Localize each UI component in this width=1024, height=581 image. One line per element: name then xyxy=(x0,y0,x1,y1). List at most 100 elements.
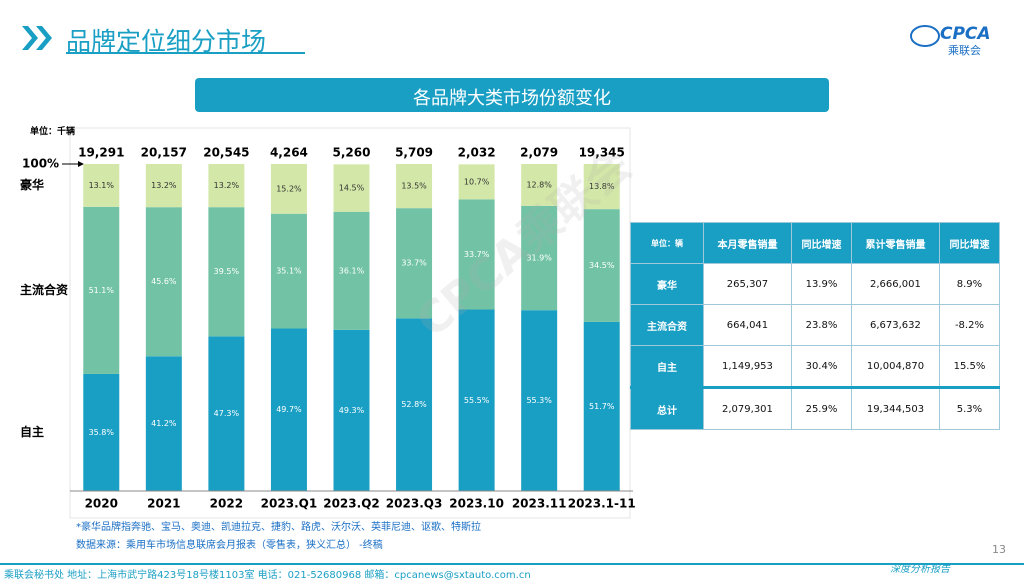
total-label: 20,157 xyxy=(141,146,187,160)
x-tick-label: 2023.Q1 xyxy=(261,497,318,511)
cell: 1,149,953 xyxy=(703,345,792,388)
total-label: 2,079 xyxy=(520,146,558,160)
cell: 13.9% xyxy=(790,263,852,305)
value-label: 13.1% xyxy=(89,181,115,190)
header-cell: 单位：辆 xyxy=(630,222,704,264)
value-label: 33.7% xyxy=(401,259,427,268)
value-label: 41.2% xyxy=(151,419,177,428)
logo-mark xyxy=(910,25,940,47)
y-tick-label: 100% xyxy=(22,157,59,171)
bar-segment xyxy=(83,206,120,374)
total-label: 20,545 xyxy=(203,146,249,160)
value-label: 13.8% xyxy=(589,182,615,191)
value-label: 55.3% xyxy=(526,396,552,405)
cell: 30.4% xyxy=(790,345,852,388)
value-label: 35.8% xyxy=(89,428,115,437)
bar-segment xyxy=(583,321,620,491)
legend-label: 主流合资 xyxy=(20,282,68,297)
bar-segment xyxy=(145,164,182,208)
chart-title-bar xyxy=(195,78,829,112)
bar-segment xyxy=(458,199,495,310)
cell: 5.3% xyxy=(938,386,1001,430)
value-label: 34.5% xyxy=(589,261,615,270)
bar-segment xyxy=(458,309,495,491)
bar-segment xyxy=(521,205,558,311)
bar-segment xyxy=(333,211,370,330)
value-label: 49.7% xyxy=(276,405,302,414)
cell: 19,344,503 xyxy=(850,386,940,430)
total-label: 4,264 xyxy=(270,146,308,160)
bar-segment xyxy=(270,328,307,491)
x-tick-label: 2023.11 xyxy=(512,497,567,511)
note: *豪华品牌指奔驰、宝马、奥迪、凯迪拉克、捷豹、路虎、沃尔沃、英菲尼迪、讴歌、特斯… xyxy=(76,522,481,533)
bar-segment xyxy=(208,164,245,208)
bar-segment xyxy=(396,164,433,209)
header-cell: 本月零售销量 xyxy=(703,222,792,264)
value-label: 47.3% xyxy=(214,409,240,418)
value-label: 36.1% xyxy=(339,266,365,275)
x-tick-label: 2023.Q3 xyxy=(386,497,443,511)
value-label: 31.9% xyxy=(526,254,552,263)
table-row: 单位：辆 本月零售销量 同比增速 累计零售销量 同比增速 xyxy=(630,222,1001,264)
cell: 豪华 xyxy=(630,263,704,305)
value-label: 51.7% xyxy=(589,402,615,411)
x-tick-label: 2020 xyxy=(85,497,118,511)
value-label: 33.7% xyxy=(464,250,490,259)
total-label: 5,709 xyxy=(395,146,433,160)
cell: 2,079,301 xyxy=(703,386,792,430)
x-tick-label: 2023.1-11 xyxy=(568,497,636,511)
header-cell: 同比增速 xyxy=(938,222,1001,264)
footer-report: 深度分析报告 xyxy=(890,564,950,575)
value-label: 13.2% xyxy=(151,181,177,190)
total-label: 19,291 xyxy=(78,146,124,160)
cell: 主流合资 xyxy=(630,304,704,346)
bar-segment xyxy=(583,164,620,210)
legend-label: 自主 xyxy=(20,424,44,439)
bar-segment xyxy=(145,207,182,357)
bar-segment xyxy=(396,318,433,491)
value-label: 15.2% xyxy=(276,184,302,193)
cell: 25.9% xyxy=(790,386,852,430)
value-label: 55.5% xyxy=(464,396,490,405)
bar-segment xyxy=(521,164,558,206)
unit-label: 单位：千辆 xyxy=(30,127,76,137)
sales-table: 单位：辆 本月零售销量 同比增速 累计零售销量 同比增速 豪华 265,307 13.9% 2,… xyxy=(630,222,1001,430)
value-label: 12.8% xyxy=(526,180,552,189)
cell: 总计 xyxy=(630,386,704,430)
header-cell: 同比增速 xyxy=(790,222,852,264)
cell: 8.9% xyxy=(938,263,1001,305)
value-label: 10.7% xyxy=(464,177,490,186)
logo: CPCA xyxy=(940,24,991,44)
cell: 265,307 xyxy=(703,263,792,305)
cell: 664,041 xyxy=(703,304,792,346)
cell: 6,673,632 xyxy=(850,304,940,346)
chart-title: 各品牌大类市场份额变化 xyxy=(413,88,611,109)
page-title: 品牌定位细分市场 xyxy=(66,27,267,56)
bar-segment xyxy=(83,373,120,491)
bar-segment xyxy=(396,208,433,319)
table-row: 自主 1,149,953 30.4% 10,004,870 15.5% xyxy=(630,345,1001,388)
value-label: 14.5% xyxy=(339,184,365,193)
total-label: 2,032 xyxy=(458,146,496,160)
cell: 自主 xyxy=(630,345,704,388)
cell: 23.8% xyxy=(790,304,852,346)
cell: 10,004,870 xyxy=(850,345,940,388)
logo-sub: 乘联会 xyxy=(948,44,981,57)
x-tick-label: 2022 xyxy=(210,497,243,511)
total-label: 5,260 xyxy=(333,146,371,160)
value-label: 51.1% xyxy=(89,286,115,295)
value-label: 52.8% xyxy=(401,400,427,409)
bar-segment xyxy=(83,164,120,207)
footer-contact: 乘联会秘书处 地址：上海市武宁路423号18号楼1103室 电话：021-526… xyxy=(4,570,531,581)
bar-segment xyxy=(270,213,307,329)
bar-segment xyxy=(583,209,620,322)
title-chevrons xyxy=(22,26,52,50)
arrow-head xyxy=(78,161,84,167)
table-row: 豪华 265,307 13.9% 2,666,001 8.9% xyxy=(630,263,1001,305)
bar-segment xyxy=(145,356,182,491)
value-label: 13.5% xyxy=(401,182,427,191)
bar-segment xyxy=(458,164,495,200)
bar-segment xyxy=(208,207,245,337)
x-tick-label: 2023.Q2 xyxy=(323,497,380,511)
